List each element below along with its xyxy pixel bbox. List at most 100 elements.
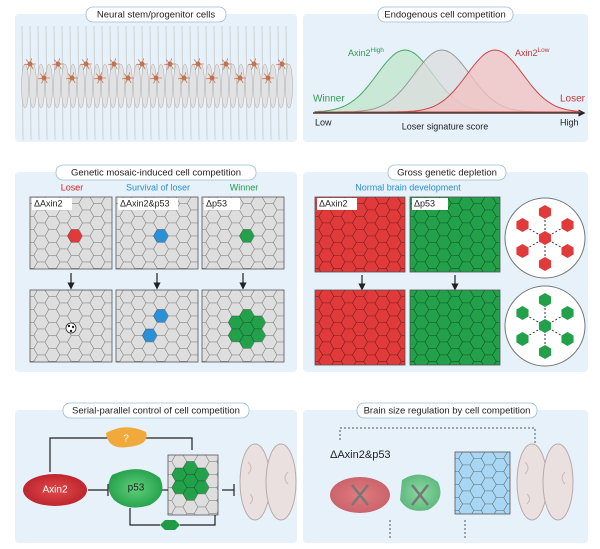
- subtitle: Normal brain development: [355, 182, 461, 192]
- distribution-curve: [315, 49, 582, 113]
- soma: [27, 61, 33, 67]
- node-label: p53: [128, 483, 145, 494]
- soma: [83, 61, 89, 67]
- hex-cell: [503, 490, 510, 505]
- migrating-cell: [262, 72, 274, 84]
- hemisphere: [542, 443, 574, 521]
- hex-cell: [100, 302, 112, 317]
- migrating-cell: [80, 58, 92, 70]
- soma: [125, 75, 131, 81]
- hex-cell: [100, 290, 112, 304]
- panel-title: Endogenous cell competition: [384, 10, 505, 21]
- migrating-cell: [122, 72, 134, 84]
- progenitor-cell: [237, 63, 245, 109]
- cell: [538, 231, 552, 245]
- hex-cell: [186, 302, 198, 317]
- soma: [167, 61, 173, 67]
- hex-cell: [397, 290, 405, 297]
- progenitor-cell: [21, 63, 29, 109]
- migrating-cell: [248, 58, 260, 70]
- winner-label: Winner: [313, 94, 345, 105]
- grid-frame: [314, 289, 406, 366]
- migrating-cell: [178, 72, 190, 84]
- hex-cell: [503, 464, 510, 479]
- hex-cell: [272, 315, 284, 330]
- grid-frame: [29, 289, 113, 363]
- panel-title: Serial-parallel control of cell competit…: [72, 406, 240, 417]
- hex-cell: [397, 348, 405, 362]
- hex-cell: [492, 197, 500, 204]
- cell: [516, 218, 529, 232]
- soma: [55, 61, 61, 67]
- progenitor-cell: [253, 63, 261, 109]
- decorations: [21, 25, 586, 141]
- hex-cell: [100, 209, 112, 224]
- axis-high: High: [560, 117, 579, 127]
- debris: [71, 325, 75, 329]
- hex-grid: [455, 452, 510, 514]
- migrating-cell: [164, 58, 176, 70]
- cell: [516, 306, 529, 320]
- loser-label: Loser: [560, 94, 586, 105]
- hex-cell: [100, 328, 112, 343]
- migrating-cell: [52, 58, 64, 70]
- hex-cell: [397, 203, 405, 217]
- genotype-label: ΔAxin2: [34, 198, 63, 208]
- grid-frame: [201, 289, 285, 363]
- cell: [561, 218, 574, 232]
- hex-cell: [397, 197, 405, 204]
- hex-cell: [272, 209, 284, 224]
- progenitor-cell: [117, 63, 125, 109]
- progenitor-cell: [125, 63, 133, 109]
- hex-cell: [272, 290, 284, 304]
- progenitor-cell: [205, 63, 213, 109]
- hex-cell: [186, 209, 198, 224]
- sulci: [524, 461, 566, 505]
- hex-cell: [503, 477, 510, 492]
- grid-frame: [115, 289, 199, 363]
- hex-cell: [186, 235, 198, 250]
- column-heading: Winner: [230, 182, 259, 192]
- hex-cell: [186, 222, 198, 237]
- cell: [561, 244, 574, 258]
- panel-title: Genetic mosaic-induced cell competition: [71, 168, 241, 179]
- brain: [239, 443, 297, 521]
- hex-cell: [492, 322, 500, 336]
- column-heading: Loser: [61, 182, 84, 192]
- hex-cell: [186, 197, 198, 211]
- cell: [561, 332, 574, 346]
- soma: [195, 61, 201, 67]
- cell: [516, 332, 529, 346]
- hex-cell: [397, 309, 405, 323]
- unknown-node: [106, 427, 147, 448]
- genotype-label: ΔAxin2: [319, 198, 348, 208]
- hex-cell: [492, 242, 500, 256]
- hex-cell: [100, 222, 112, 237]
- migrating-cell: [206, 72, 218, 84]
- hex-cell: [100, 197, 112, 211]
- debris: [69, 329, 73, 333]
- hex-cell: [397, 322, 405, 336]
- cell: [516, 244, 529, 258]
- hex-cell: [186, 261, 198, 269]
- grid-frame: [314, 196, 406, 273]
- hex-cell: [398, 268, 405, 272]
- hex-cell: [186, 290, 198, 304]
- soma: [97, 75, 103, 81]
- soma: [111, 61, 117, 67]
- soma: [153, 75, 159, 81]
- migrating-cell: [66, 72, 78, 84]
- progenitor-cell: [69, 63, 77, 109]
- hex-cell: [493, 268, 500, 272]
- genotype-label: ΔAxin2&p53: [330, 449, 391, 461]
- soma: [251, 61, 257, 67]
- grid-frame: [167, 454, 219, 516]
- progenitor-cell: [189, 63, 197, 109]
- hex-cell: [272, 302, 284, 317]
- hex-cell: [100, 235, 112, 250]
- debris: [67, 324, 71, 328]
- hex-cell: [397, 229, 405, 243]
- hex-cell: [492, 216, 500, 230]
- grid-frame: [409, 289, 501, 366]
- cell: [538, 257, 552, 271]
